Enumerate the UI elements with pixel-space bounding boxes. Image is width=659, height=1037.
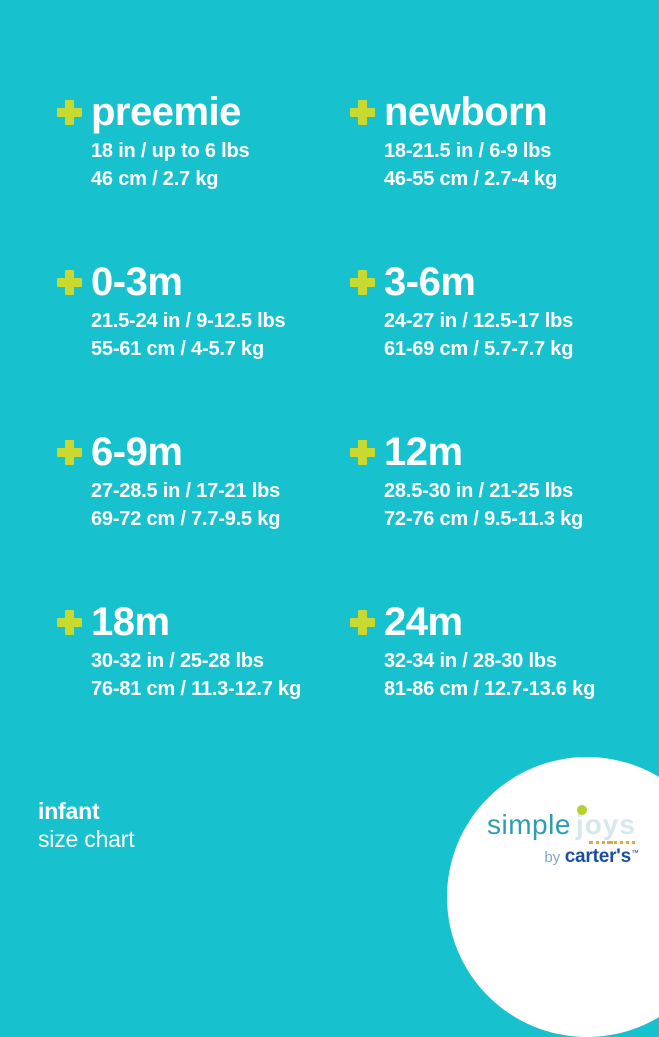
chart-footer-label: infant size chart bbox=[38, 797, 135, 853]
size-header: 6-9m bbox=[57, 430, 350, 474]
logo-simple-text: simple bbox=[487, 809, 571, 840]
size-metric: 69-72 cm / 7.7-9.5 kg bbox=[91, 508, 281, 530]
size-imperial: 28.5-30 in / 21-25 lbs bbox=[384, 480, 574, 502]
size-details: 24-27 in / 12.5-17 lbs 61-69 cm / 5.7-7.… bbox=[384, 307, 643, 363]
size-chart-canvas: preemie 18 in / up to 6 lbs 46 cm / 2.7 … bbox=[38, 90, 659, 1037]
size-header: 24m bbox=[350, 600, 643, 644]
size-metric: 55-61 cm / 4-5.7 kg bbox=[91, 338, 264, 360]
size-imperial: 27-28.5 in / 17-21 lbs bbox=[91, 480, 281, 502]
size-metric: 72-76 cm / 9.5-11.3 kg bbox=[384, 508, 584, 530]
size-cell-3-6m: 3-6m 24-27 in / 12.5-17 lbs 61-69 cm / 5… bbox=[350, 260, 643, 430]
simple-joys-logo: simple joys by carter's™ bbox=[487, 805, 639, 868]
logo-wordmark: simple joys bbox=[487, 805, 639, 844]
size-imperial: 21.5-24 in / 9-12.5 lbs bbox=[91, 310, 286, 332]
size-imperial: 18 in / up to 6 lbs bbox=[91, 140, 250, 162]
logo-joys-word: joys bbox=[575, 809, 636, 840]
plus-icon bbox=[57, 439, 82, 465]
size-label: 18m bbox=[91, 600, 170, 644]
size-label: 24m bbox=[384, 600, 463, 644]
size-grid: preemie 18 in / up to 6 lbs 46 cm / 2.7 … bbox=[57, 90, 643, 770]
size-imperial: 18-21.5 in / 6-9 lbs bbox=[384, 140, 552, 162]
joy-dot-icon bbox=[576, 805, 587, 815]
plus-icon bbox=[350, 99, 375, 125]
size-cell-12m: 12m 28.5-30 in / 21-25 lbs 72-76 cm / 9.… bbox=[350, 430, 643, 600]
size-cell-6-9m: 6-9m 27-28.5 in / 17-21 lbs 69-72 cm / 7… bbox=[57, 430, 350, 600]
size-metric: 76-81 cm / 11.3-12.7 kg bbox=[91, 678, 301, 700]
size-metric: 81-86 cm / 12.7-13.6 kg bbox=[384, 678, 596, 700]
logo-byline: by carter's™ bbox=[487, 846, 639, 868]
size-metric: 46-55 cm / 2.7-4 kg bbox=[384, 168, 557, 190]
logo-joys-text: joys bbox=[575, 805, 636, 844]
size-header: 12m bbox=[350, 430, 643, 474]
plus-icon bbox=[57, 609, 82, 635]
size-details: 18-21.5 in / 6-9 lbs 46-55 cm / 2.7-4 kg bbox=[384, 137, 643, 193]
size-label: 6-9m bbox=[91, 430, 183, 474]
size-cell-24m: 24m 32-34 in / 28-30 lbs 81-86 cm / 12.7… bbox=[350, 600, 643, 770]
size-details: 18 in / up to 6 lbs 46 cm / 2.7 kg bbox=[91, 137, 350, 193]
logo-brand-text: carter's bbox=[564, 846, 632, 867]
size-header: 3-6m bbox=[350, 260, 643, 304]
size-details: 28.5-30 in / 21-25 lbs 72-76 cm / 9.5-11… bbox=[384, 477, 643, 533]
joys-underline-dots-left bbox=[588, 841, 613, 844]
size-details: 30-32 in / 25-28 lbs 76-81 cm / 11.3-12.… bbox=[91, 647, 350, 703]
size-imperial: 32-34 in / 28-30 lbs bbox=[384, 650, 557, 672]
size-label: 0-3m bbox=[91, 260, 183, 304]
joys-underline-dots-right bbox=[606, 841, 635, 844]
size-cell-0-3m: 0-3m 21.5-24 in / 9-12.5 lbs 55-61 cm / … bbox=[57, 260, 350, 430]
brand-circle: simple joys by carter's™ bbox=[447, 757, 659, 1037]
size-metric: 46 cm / 2.7 kg bbox=[91, 168, 219, 190]
size-details: 32-34 in / 28-30 lbs 81-86 cm / 12.7-13.… bbox=[384, 647, 643, 703]
size-label: 3-6m bbox=[384, 260, 476, 304]
plus-icon bbox=[350, 609, 375, 635]
size-details: 21.5-24 in / 9-12.5 lbs 55-61 cm / 4-5.7… bbox=[91, 307, 350, 363]
plus-icon bbox=[350, 439, 375, 465]
size-header: 0-3m bbox=[57, 260, 350, 304]
size-imperial: 30-32 in / 25-28 lbs bbox=[91, 650, 264, 672]
plus-icon bbox=[350, 269, 375, 295]
size-cell-18m: 18m 30-32 in / 25-28 lbs 76-81 cm / 11.3… bbox=[57, 600, 350, 770]
size-label: 12m bbox=[384, 430, 463, 474]
size-metric: 61-69 cm / 5.7-7.7 kg bbox=[384, 338, 574, 360]
size-header: 18m bbox=[57, 600, 350, 644]
logo-by-text: by bbox=[544, 849, 561, 866]
size-imperial: 24-27 in / 12.5-17 lbs bbox=[384, 310, 574, 332]
size-details: 27-28.5 in / 17-21 lbs 69-72 cm / 7.7-9.… bbox=[91, 477, 350, 533]
size-label: preemie bbox=[91, 90, 241, 134]
size-label: newborn bbox=[384, 90, 548, 134]
size-header: preemie bbox=[57, 90, 350, 134]
size-header: newborn bbox=[350, 90, 643, 134]
footer-category: infant bbox=[38, 798, 100, 824]
footer-subtitle: size chart bbox=[38, 826, 135, 852]
size-cell-newborn: newborn 18-21.5 in / 6-9 lbs 46-55 cm / … bbox=[350, 90, 643, 260]
plus-icon bbox=[57, 269, 82, 295]
size-cell-preemie: preemie 18 in / up to 6 lbs 46 cm / 2.7 … bbox=[57, 90, 350, 260]
plus-icon bbox=[57, 99, 82, 125]
trademark-symbol: ™ bbox=[631, 848, 639, 858]
